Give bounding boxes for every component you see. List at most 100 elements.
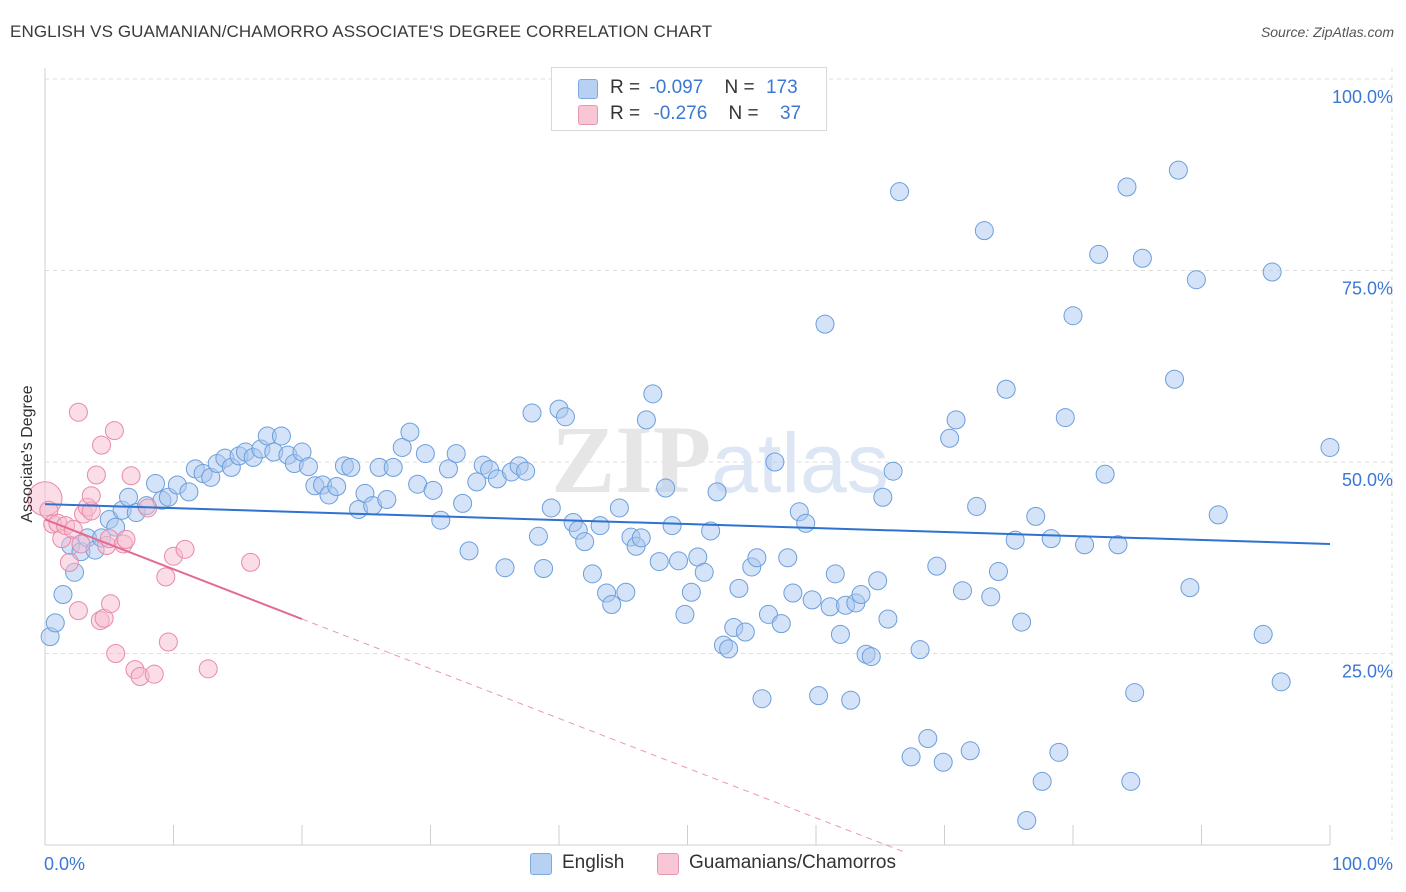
guamanian-point bbox=[158, 632, 178, 652]
english-point bbox=[636, 410, 656, 430]
english-point bbox=[590, 516, 610, 536]
english-point bbox=[851, 585, 871, 605]
english-point bbox=[392, 437, 412, 457]
guamanian-point bbox=[71, 534, 91, 554]
english-point bbox=[747, 548, 767, 568]
legend-n-label: N = bbox=[724, 77, 755, 98]
english-point bbox=[796, 513, 816, 533]
english-point bbox=[669, 551, 689, 571]
english-point bbox=[1186, 270, 1206, 290]
guamanian-point bbox=[175, 539, 195, 559]
english-point bbox=[1168, 160, 1188, 180]
english-point bbox=[1026, 506, 1046, 526]
y-tick-label: 100.0% bbox=[1332, 87, 1393, 107]
english-point bbox=[675, 604, 695, 624]
english-point bbox=[662, 516, 682, 536]
english-point bbox=[873, 487, 893, 507]
guamanian-swatch bbox=[578, 105, 598, 125]
english-point bbox=[996, 379, 1016, 399]
english-point bbox=[707, 482, 727, 502]
english-point bbox=[868, 571, 888, 591]
guamanian-trend-extension bbox=[301, 618, 907, 854]
english-point bbox=[883, 461, 903, 481]
english-point bbox=[901, 747, 921, 767]
watermark: ZIPatlas bbox=[551, 406, 888, 513]
tick-labels: 25.0% 50.0% 75.0% 100.0% 0.0% 100.0% bbox=[44, 87, 1393, 874]
guamanian-point bbox=[81, 486, 101, 506]
english-point bbox=[910, 640, 930, 660]
english-point bbox=[1132, 248, 1152, 268]
legend-r-label: R = bbox=[610, 103, 641, 124]
english-point bbox=[649, 552, 669, 572]
english-point bbox=[656, 478, 676, 498]
guamanian-point bbox=[144, 664, 164, 684]
english-point bbox=[783, 583, 803, 603]
english-point bbox=[631, 528, 651, 548]
english-point bbox=[815, 314, 835, 334]
y-tick-label: 50.0% bbox=[1342, 470, 1393, 490]
english-point bbox=[453, 493, 473, 513]
english-point bbox=[377, 490, 397, 510]
y-tick-label: 75.0% bbox=[1342, 279, 1393, 299]
english-point bbox=[602, 594, 622, 614]
english-swatch bbox=[578, 79, 598, 99]
english-point bbox=[53, 585, 73, 605]
english-point bbox=[1253, 624, 1273, 644]
english-point bbox=[1271, 672, 1291, 692]
guamanian-point bbox=[86, 465, 106, 485]
english-point bbox=[765, 452, 785, 472]
english-point bbox=[1049, 742, 1069, 762]
english-point bbox=[701, 521, 721, 541]
english-point bbox=[298, 457, 318, 477]
english-point bbox=[927, 556, 947, 576]
english-point bbox=[940, 428, 960, 448]
english-point bbox=[802, 590, 822, 610]
english-point bbox=[681, 582, 701, 602]
english-point bbox=[974, 221, 994, 241]
english-point bbox=[582, 564, 602, 584]
english-point bbox=[1095, 464, 1115, 484]
guamanian-point bbox=[59, 552, 79, 572]
english-point bbox=[841, 690, 861, 710]
english-point bbox=[1125, 683, 1145, 703]
trend-extension-layer bbox=[301, 618, 907, 854]
english-point bbox=[400, 422, 420, 442]
english-point bbox=[1089, 244, 1109, 264]
trend-lines bbox=[44, 503, 1331, 620]
legend-r-value: -0.097 bbox=[649, 77, 704, 98]
english-point bbox=[981, 587, 1001, 607]
english-point bbox=[45, 613, 65, 633]
english-point bbox=[438, 459, 458, 479]
english-point bbox=[516, 461, 536, 481]
english-point bbox=[960, 741, 980, 761]
english-point bbox=[1320, 437, 1340, 457]
source-label: Source: ZipAtlas.com bbox=[1260, 24, 1394, 40]
english-point bbox=[735, 622, 755, 642]
english-point bbox=[890, 182, 910, 202]
guamanian-point bbox=[241, 552, 261, 572]
guamanian-swatch bbox=[657, 853, 679, 875]
english-point bbox=[988, 562, 1008, 582]
english-point bbox=[878, 609, 898, 629]
english-point bbox=[825, 564, 845, 584]
x-tick-label: 100.0% bbox=[1332, 854, 1393, 874]
correlation-legend: R = -0.097 N = 173 R = -0.276 N = 37 bbox=[551, 67, 827, 131]
english-point bbox=[1180, 578, 1200, 598]
legend-n-value: 173 bbox=[765, 77, 798, 98]
english-point bbox=[861, 647, 881, 667]
english-point bbox=[946, 410, 966, 430]
english-trend-line bbox=[44, 503, 1331, 545]
english-point bbox=[771, 614, 791, 634]
zipatlas-watermark: ZIPatlas bbox=[551, 406, 888, 513]
guamanian-point bbox=[121, 466, 141, 486]
guamanian-points bbox=[27, 402, 261, 686]
guamanian-point bbox=[156, 567, 176, 587]
english-point bbox=[918, 729, 938, 749]
english-point bbox=[179, 482, 199, 502]
english-point bbox=[643, 384, 663, 404]
english-point bbox=[555, 407, 575, 427]
legend-n-value: 37 bbox=[779, 103, 802, 124]
english-point bbox=[1121, 771, 1141, 791]
english-point bbox=[423, 480, 443, 500]
english-point bbox=[752, 689, 772, 709]
